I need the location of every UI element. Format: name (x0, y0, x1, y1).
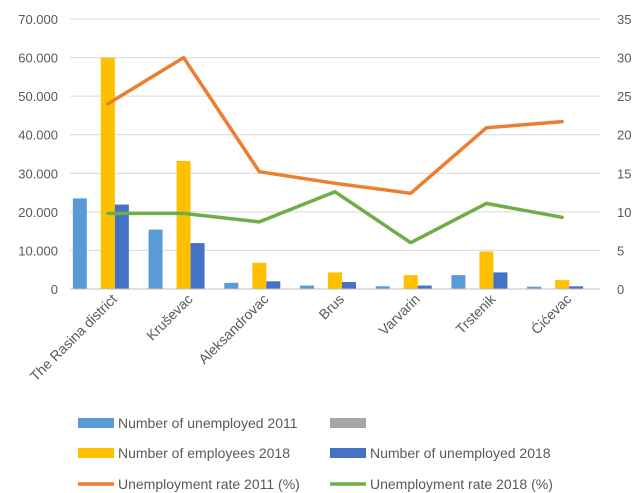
right-tick-label: 10 (617, 205, 631, 220)
legend-swatch (330, 448, 366, 458)
bar (300, 285, 314, 289)
right-tick-label: 20 (617, 128, 631, 143)
category-label: The Rasina district (27, 291, 120, 384)
line-marks (106, 55, 564, 245)
bar (266, 281, 281, 289)
bar (148, 229, 163, 289)
bar (375, 286, 390, 289)
series-line (106, 190, 564, 245)
bar (224, 282, 239, 289)
left-tick-label: 10.000 (18, 243, 58, 258)
left-tick-label: 60.000 (18, 51, 58, 66)
left-tick-label: 30.000 (18, 166, 58, 181)
legend-label: Unemployment rate 2011 (%) (118, 476, 300, 492)
category-label: Varvarin (375, 291, 422, 338)
left-tick-label: 40.000 (18, 128, 58, 143)
bar (342, 282, 356, 289)
right-tick-label: 5 (617, 243, 624, 258)
bar (176, 160, 191, 289)
bar (100, 57, 115, 290)
legend-label: Number of unemployed 2018 (370, 445, 551, 461)
bar (190, 243, 205, 289)
legend: Number of unemployed 2011 Number of emplo… (78, 415, 553, 492)
bar (252, 262, 267, 289)
left-tick-label: 50.000 (18, 89, 58, 104)
right-tick-label: 25 (617, 89, 631, 104)
bar (479, 251, 494, 289)
x-axis: The Rasina district Kruševac Aleksandrovac… (27, 288, 600, 384)
bar (114, 204, 129, 289)
right-tick-label: 15 (617, 166, 631, 181)
bar (569, 286, 584, 289)
bar (417, 285, 432, 289)
category-label: Ćićevac (528, 291, 575, 338)
bar (493, 272, 508, 289)
legend-swatch (78, 418, 114, 428)
bar (403, 275, 418, 289)
bar (72, 198, 87, 289)
right-tick-label: 30 (617, 51, 631, 66)
legend-swatch (78, 448, 114, 458)
legend-label: Unemployment rate 2018 (%) (370, 476, 553, 492)
legend-label: Number of employees 2018 (118, 445, 290, 461)
left-tick-label: 70.000 (18, 12, 58, 27)
bar (555, 280, 570, 289)
left-tick-label: 0 (51, 282, 58, 297)
bar (527, 286, 542, 289)
category-label: Brus (315, 291, 347, 323)
category-label: Trstenik (452, 290, 499, 337)
bar (451, 275, 466, 289)
left-tick-label: 20.000 (18, 205, 58, 220)
right-tick-label: 35 (617, 12, 631, 27)
category-label: Kruševac (143, 291, 196, 344)
right-axis: 0 5 10 15 20 25 30 35 (617, 12, 631, 297)
legend-label: Number of unemployed 2011 (118, 415, 298, 431)
right-tick-label: 0 (617, 282, 624, 297)
legend-swatch (330, 418, 366, 428)
left-axis: 0 10.000 20.000 30.000 40.000 50.000 60.000 70.… (18, 12, 58, 297)
category-label: Aleksandrovac (195, 291, 271, 367)
bar (328, 272, 342, 289)
bar-marks (72, 57, 584, 290)
series-line (106, 55, 564, 196)
